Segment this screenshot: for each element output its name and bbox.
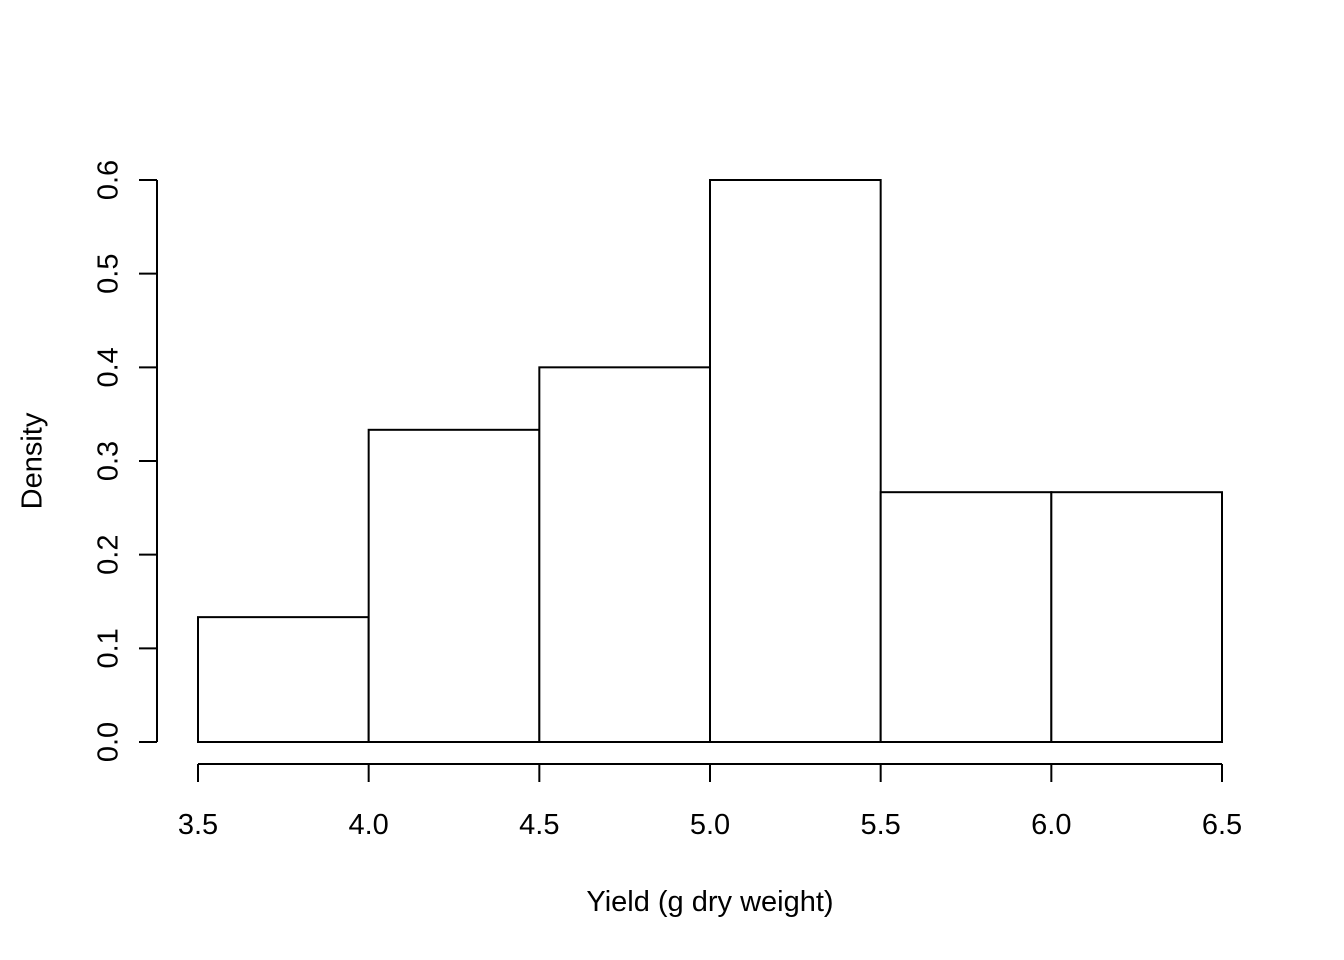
histogram-bar-4	[879, 491, 1053, 744]
x-tick-label-3: 5.0	[690, 809, 730, 841]
histogram-bar-1	[367, 428, 541, 743]
histogram-bar-0	[197, 616, 370, 743]
histogram-bar-3	[709, 179, 882, 743]
y-tick-label-5: 0.5	[93, 254, 125, 294]
x-axis-title: Yield (g dry weight)	[586, 886, 833, 918]
bars-group	[197, 179, 1224, 744]
y-tick-label-1: 0.1	[93, 628, 125, 668]
y-tick-label-3: 0.3	[93, 441, 125, 481]
histogram-bar-2	[538, 366, 711, 743]
x-tick-label-1: 4.0	[349, 809, 389, 841]
x-tick-label-6: 6.5	[1202, 809, 1242, 841]
y-axis-title: Density	[17, 412, 49, 509]
y-tick-label-0: 0.0	[93, 722, 125, 762]
y-tick-label-6: 0.6	[93, 160, 125, 200]
x-tick-label-2: 4.5	[519, 809, 559, 841]
x-tick-label-4: 5.5	[861, 809, 901, 841]
y-axis: 0.0 0.1 0.2 0.3 0.4 0.5 0.6	[93, 160, 158, 762]
y-tick-label-4: 0.4	[93, 347, 125, 387]
x-tick-label-5: 6.0	[1031, 809, 1071, 841]
histogram-bar-5	[1050, 491, 1224, 744]
y-tick-label-2: 0.2	[93, 535, 125, 575]
x-tick-label-0: 3.5	[178, 809, 218, 841]
x-axis: 3.5 4.0 4.5 5.0 5.5 6.0 6.5	[178, 763, 1242, 841]
